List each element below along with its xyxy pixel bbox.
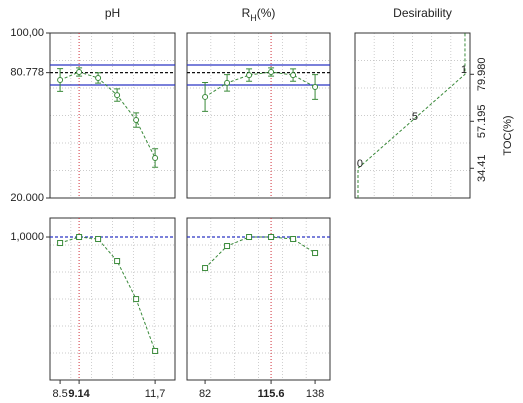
point — [152, 347, 159, 354]
point — [202, 265, 209, 272]
y-tick-label: 1,0000 — [10, 231, 44, 243]
panel-frame — [49, 217, 176, 381]
panel-frame — [354, 32, 471, 199]
panel-title: pH — [105, 6, 120, 20]
point — [202, 93, 209, 100]
point — [57, 240, 64, 247]
x-tick-label: 9.14 — [68, 388, 90, 400]
y2-tick-label: 34.41 — [476, 155, 488, 183]
x-tick-label: 115.6 — [258, 388, 285, 400]
panel-frame — [186, 32, 331, 199]
point — [133, 117, 140, 124]
point — [312, 250, 319, 257]
panel-frame — [186, 217, 331, 381]
series-line — [357, 33, 466, 198]
series-line — [59, 236, 156, 352]
point — [76, 68, 83, 75]
title-part: Desirability — [393, 6, 452, 20]
panel-title: RH(%) — [242, 6, 276, 23]
y2-tick-label: 57.195 — [476, 104, 488, 138]
series-line — [59, 71, 156, 159]
marker-label: .5 — [409, 111, 418, 123]
point — [246, 234, 253, 241]
y2-tick-label: 79.980 — [476, 57, 488, 91]
title-part: pH — [105, 6, 120, 20]
point — [224, 79, 231, 86]
panel-frame — [49, 32, 176, 199]
x-tick-label: 11,7 — [145, 388, 166, 400]
point — [152, 154, 159, 161]
x-tick-label: 8.5 — [52, 388, 67, 400]
point — [57, 77, 64, 84]
x-tick-label: 138 — [306, 388, 324, 400]
marker-label: 1 — [461, 64, 467, 76]
point — [95, 236, 102, 243]
point — [224, 243, 231, 250]
y2-axis-label: TOC(%) — [502, 115, 514, 155]
title-part: R — [242, 6, 251, 20]
point — [95, 74, 102, 81]
series-line — [204, 236, 316, 269]
point — [290, 72, 297, 79]
point — [290, 236, 297, 243]
title-part: H — [250, 13, 257, 23]
point — [268, 234, 275, 241]
point — [268, 68, 275, 75]
point — [312, 84, 319, 91]
marker-label: 0 — [357, 158, 363, 170]
title-part: (%) — [257, 6, 276, 20]
point — [246, 72, 253, 79]
y-tick-label: 100,00 — [10, 27, 44, 39]
point — [133, 296, 140, 303]
panel-title: Desirability — [393, 6, 452, 20]
y-tick-label: 20.000 — [10, 192, 44, 204]
point — [114, 92, 121, 99]
point — [114, 258, 121, 265]
y-tick-label: 80.778 — [10, 67, 44, 79]
point — [76, 234, 83, 241]
series-line — [204, 71, 316, 98]
x-tick-label: 82 — [199, 388, 211, 400]
